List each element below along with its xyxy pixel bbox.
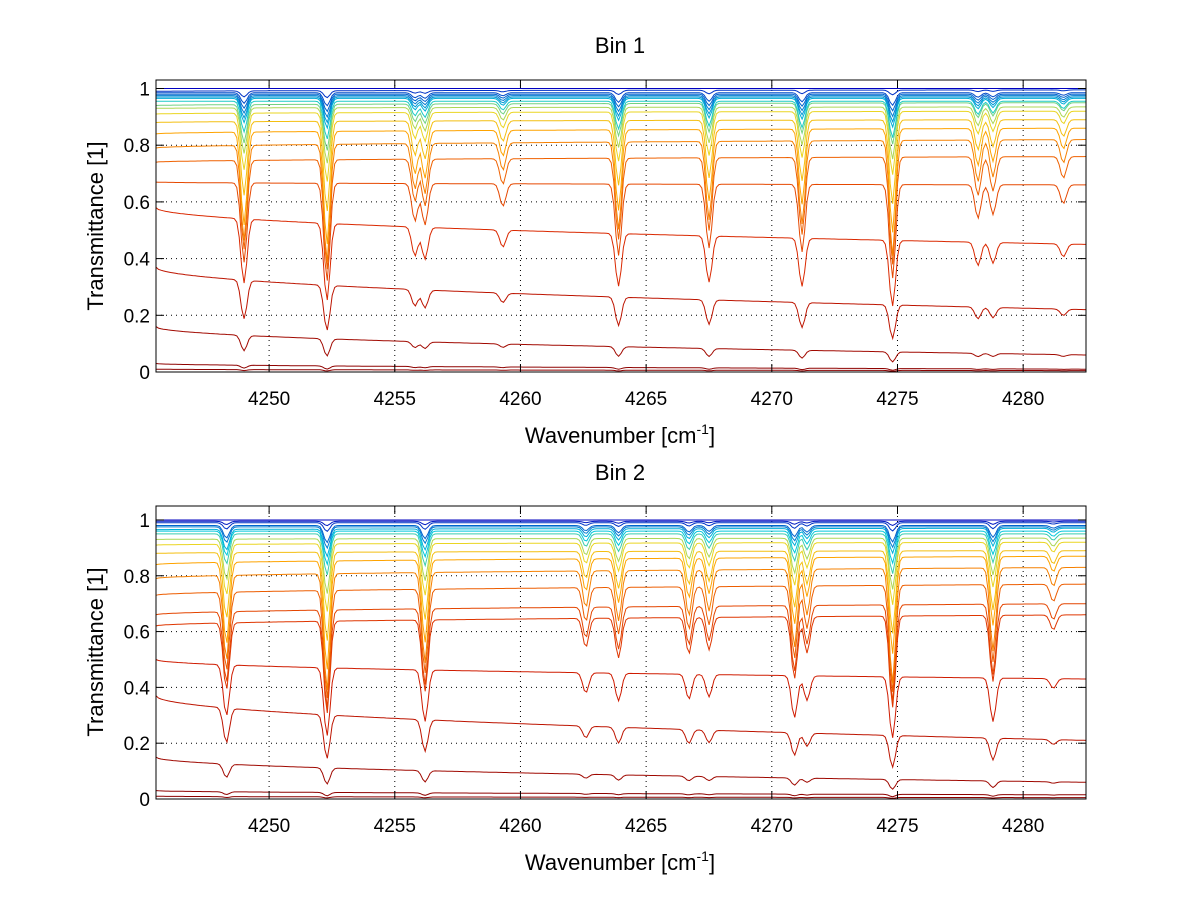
series-line bbox=[155, 695, 1087, 770]
x-tick-label: 4265 bbox=[625, 816, 667, 837]
series-line bbox=[156, 92, 1086, 107]
series-line bbox=[156, 95, 1086, 119]
series-line bbox=[155, 756, 1087, 790]
series-line bbox=[155, 541, 1086, 612]
series-line bbox=[155, 363, 1086, 371]
chart-panel-bin-2: Bin 2 4250 4255 4260 4265 4270 4275 4280 00.20… bbox=[83, 460, 1087, 875]
series-line bbox=[156, 368, 1086, 372]
series-line bbox=[155, 566, 1086, 690]
series-line bbox=[155, 326, 1086, 363]
y-axis-label: Transmittance [1] bbox=[83, 567, 108, 736]
x-tick-label: 4255 bbox=[374, 389, 416, 410]
series-line bbox=[156, 96, 1086, 124]
series-line bbox=[156, 526, 1086, 550]
x-tick-label: 4270 bbox=[751, 816, 793, 837]
series-line bbox=[156, 106, 1086, 164]
series-line bbox=[156, 97, 1086, 130]
series-group bbox=[155, 88, 1087, 372]
series-line bbox=[155, 127, 1086, 245]
y-tick-label: 1 bbox=[139, 80, 150, 101]
x-tick-label: 4255 bbox=[374, 816, 416, 837]
series-line bbox=[156, 525, 1086, 544]
x-tick-label: 4275 bbox=[876, 389, 918, 410]
x-axis-ticks: 4250 4255 4260 4265 4270 4275 4280 bbox=[248, 506, 1044, 837]
chart-panel-bin-1: Bin 1 4250 4255 4260 4265 4270 4275 4280 00.20… bbox=[83, 33, 1087, 448]
x-tick-label: 4270 bbox=[751, 389, 793, 410]
y-axis-label: Transmittance [1] bbox=[83, 141, 108, 310]
series-line bbox=[155, 537, 1086, 594]
series-line bbox=[156, 93, 1086, 113]
x-axis-label: Wavenumber [cm-1] bbox=[525, 421, 715, 448]
chart-title: Bin 2 bbox=[595, 460, 645, 485]
y-tick-label: 0.2 bbox=[124, 734, 150, 755]
series-line bbox=[156, 100, 1086, 140]
series-line bbox=[155, 527, 1086, 559]
series-line bbox=[155, 583, 1086, 699]
x-tick-label: 4250 bbox=[248, 816, 290, 837]
x-tick-label: 4275 bbox=[876, 816, 918, 837]
y-axis-ticks: 0 0.2 0.4 0.6 0.8 1 bbox=[124, 511, 1086, 811]
plot-area-frame bbox=[155, 79, 1087, 373]
y-tick-label: 0 bbox=[139, 363, 150, 384]
x-tick-label: 4280 bbox=[1002, 816, 1044, 837]
y-tick-label: 0.8 bbox=[124, 136, 150, 157]
y-tick-label: 0 bbox=[139, 790, 150, 811]
series-line bbox=[155, 102, 1086, 151]
y-tick-label: 1 bbox=[139, 511, 150, 532]
series-line bbox=[155, 156, 1087, 270]
x-tick-label: 4260 bbox=[499, 389, 541, 410]
series-line bbox=[156, 522, 1086, 532]
series-line bbox=[155, 266, 1086, 341]
y-tick-label: 0.4 bbox=[124, 250, 151, 271]
series-line bbox=[155, 795, 1086, 799]
x-tick-label: 4250 bbox=[248, 389, 290, 410]
series-line bbox=[155, 603, 1086, 708]
chart-title: Bin 1 bbox=[595, 33, 645, 58]
x-axis-ticks: 4250 4255 4260 4265 4270 4275 4280 bbox=[248, 80, 1044, 410]
series-line bbox=[155, 659, 1086, 738]
series-line bbox=[155, 110, 1086, 182]
plot-area-frame bbox=[155, 505, 1087, 800]
y-tick-label: 0.8 bbox=[124, 567, 150, 588]
x-tick-label: 4280 bbox=[1002, 389, 1044, 410]
x-tick-label: 4265 bbox=[625, 389, 667, 410]
y-tick-label: 0.6 bbox=[124, 623, 150, 644]
series-line bbox=[156, 520, 1086, 527]
series-group bbox=[155, 519, 1087, 799]
series-line bbox=[155, 119, 1086, 212]
series-line bbox=[156, 89, 1086, 99]
y-tick-label: 0.4 bbox=[124, 678, 151, 699]
y-tick-label: 0.6 bbox=[124, 193, 150, 214]
x-axis-label: Wavenumber [cm-1] bbox=[525, 848, 715, 875]
y-tick-label: 0.2 bbox=[124, 306, 150, 327]
series-line bbox=[155, 181, 1086, 281]
series-line bbox=[156, 530, 1086, 567]
series-line bbox=[155, 550, 1087, 641]
series-line bbox=[155, 207, 1086, 307]
series-line bbox=[156, 533, 1086, 576]
series-line bbox=[155, 555, 1086, 670]
y-axis-ticks: 0 0.2 0.4 0.6 0.8 1 bbox=[124, 80, 1086, 384]
series-line bbox=[155, 139, 1086, 262]
series-line bbox=[155, 614, 1086, 713]
x-tick-label: 4260 bbox=[499, 816, 541, 837]
series-line bbox=[155, 790, 1086, 798]
